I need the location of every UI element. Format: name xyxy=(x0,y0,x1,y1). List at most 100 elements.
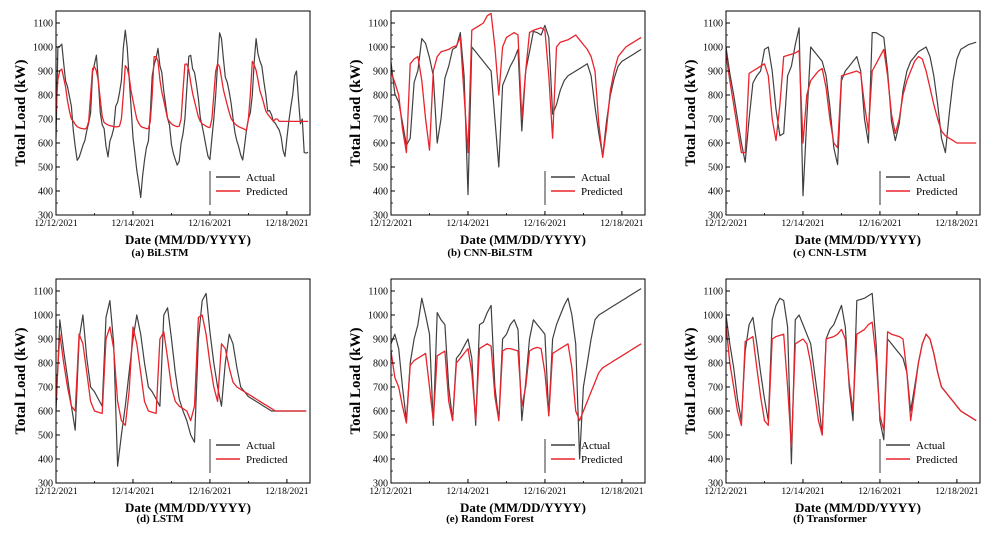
y-tick-label: 1100 xyxy=(33,287,53,298)
y-tick-label: 600 xyxy=(708,139,723,150)
y-tick-label: 400 xyxy=(373,455,388,466)
legend: Actual Predicted xyxy=(544,171,623,205)
y-tick-label: 900 xyxy=(38,335,53,346)
predicted-series-line xyxy=(56,55,309,131)
x-tick-label: 12/18/2021 xyxy=(600,219,644,229)
y-tick-label: 600 xyxy=(373,407,388,418)
y-tick-label: 700 xyxy=(708,383,723,394)
chart-panel-0: 300 400 500 600 700 800 900 1000 1100 12/12/2021 1… xyxy=(13,10,311,259)
x-tick-label: 12/12/2021 xyxy=(704,219,748,229)
x-tick-label: 12/18/2021 xyxy=(935,219,979,229)
y-tick-label: 400 xyxy=(708,455,723,466)
y-tick-label: 600 xyxy=(708,407,723,418)
x-tick-label: 12/14/2021 xyxy=(446,487,490,497)
x-tick-label: 12/18/2021 xyxy=(265,219,309,229)
x-tick-label: 12/12/2021 xyxy=(369,487,413,497)
x-tick-label: 12/18/2021 xyxy=(265,487,309,497)
panel-caption: (e) Random Forest xyxy=(446,513,534,525)
legend: Actual Predicted xyxy=(209,439,288,473)
y-tick-label: 600 xyxy=(373,139,388,150)
y-tick-label: 800 xyxy=(708,91,723,102)
plot-frame xyxy=(55,10,311,216)
y-axis-label: Total Load (kW) xyxy=(13,328,29,435)
x-tick-label: 12/16/2021 xyxy=(188,219,232,229)
plot-frame xyxy=(390,278,646,484)
predicted-series-line xyxy=(391,343,642,424)
y-tick-label: 400 xyxy=(373,187,388,198)
actual-series-line xyxy=(56,292,307,467)
y-tick-label: 700 xyxy=(373,383,388,394)
panel-caption: (d) LSTM xyxy=(136,513,184,525)
y-axis-label: Total Load (kW) xyxy=(683,60,699,167)
x-axis-label: Date (MM/DD/YYYY) xyxy=(460,232,586,247)
y-tick-label: 600 xyxy=(38,407,53,418)
y-tick-label: 700 xyxy=(708,115,723,126)
actual-series-line xyxy=(726,27,977,197)
y-tick-label: 900 xyxy=(708,335,723,346)
x-tick-label: 12/12/2021 xyxy=(34,487,78,497)
x-tick-label: 12/16/2021 xyxy=(188,487,232,497)
predicted-series-line xyxy=(56,314,307,427)
x-tick-label: 12/14/2021 xyxy=(111,487,155,497)
panel-caption: (a) BiLSTM xyxy=(131,247,189,259)
y-tick-label: 1000 xyxy=(368,311,388,322)
legend-label-actual: Actual xyxy=(581,440,610,452)
y-tick-label: 300 xyxy=(38,479,53,490)
predicted-series-line xyxy=(726,48,977,154)
chart-panel-3: 300 400 500 600 700 800 900 1000 1100 12/12/2021 1… xyxy=(13,278,311,525)
legend-label-predicted: Predicted xyxy=(581,454,623,466)
legend-label-predicted: Predicted xyxy=(581,186,623,198)
legend: Actual Predicted xyxy=(879,439,958,473)
y-tick-label: 900 xyxy=(373,67,388,78)
legend-label-predicted: Predicted xyxy=(916,454,958,466)
x-axis-label: Date (MM/DD/YYYY) xyxy=(795,232,921,247)
chart-panel-5: 300 400 500 600 700 800 900 1000 1100 12/12/2021 1… xyxy=(683,278,981,525)
y-tick-label: 300 xyxy=(708,479,723,490)
y-tick-label: 500 xyxy=(708,163,723,174)
x-axis-label: Date (MM/DD/YYYY) xyxy=(125,232,251,247)
x-tick-label: 12/12/2021 xyxy=(369,219,413,229)
y-tick-label: 300 xyxy=(38,211,53,222)
x-tick-label: 12/12/2021 xyxy=(34,219,78,229)
x-tick-label: 12/16/2021 xyxy=(858,487,902,497)
legend-label-actual: Actual xyxy=(916,172,945,184)
legend-label-predicted: Predicted xyxy=(246,454,288,466)
y-tick-label: 1100 xyxy=(368,19,388,30)
plot-frame xyxy=(390,10,646,216)
predicted-series-line xyxy=(391,12,642,159)
chart-panel-1: 300 400 500 600 700 800 900 1000 1100 12/12/2021 1… xyxy=(348,10,646,259)
y-tick-label: 600 xyxy=(38,139,53,150)
plot-frame xyxy=(725,278,981,484)
y-axis-label: Total Load (kW) xyxy=(348,328,364,435)
x-tick-label: 12/16/2021 xyxy=(523,219,567,229)
y-tick-label: 900 xyxy=(373,335,388,346)
y-tick-label: 1100 xyxy=(368,287,388,298)
y-tick-label: 800 xyxy=(38,359,53,370)
panel-caption: (c) CNN-LSTM xyxy=(793,247,867,259)
x-tick-label: 12/16/2021 xyxy=(523,487,567,497)
x-tick-label: 12/12/2021 xyxy=(704,487,748,497)
y-tick-label: 500 xyxy=(373,431,388,442)
panel-caption: (f) Transformer xyxy=(793,513,867,525)
x-axis-label: Date (MM/DD/YYYY) xyxy=(795,500,921,515)
y-tick-label: 300 xyxy=(708,211,723,222)
x-tick-label: 12/14/2021 xyxy=(781,487,825,497)
y-tick-label: 700 xyxy=(38,383,53,394)
legend-label-predicted: Predicted xyxy=(916,186,958,198)
y-tick-label: 400 xyxy=(38,455,53,466)
y-tick-label: 500 xyxy=(38,163,53,174)
plot-frame xyxy=(725,10,981,216)
y-tick-label: 800 xyxy=(38,91,53,102)
y-tick-label: 1100 xyxy=(703,287,723,298)
y-tick-label: 1000 xyxy=(33,311,53,322)
y-tick-label: 700 xyxy=(38,115,53,126)
x-tick-label: 12/16/2021 xyxy=(858,219,902,229)
y-tick-label: 400 xyxy=(708,187,723,198)
legend: Actual Predicted xyxy=(209,171,288,205)
x-tick-label: 12/18/2021 xyxy=(600,487,644,497)
y-tick-label: 300 xyxy=(373,211,388,222)
y-tick-label: 700 xyxy=(373,115,388,126)
y-tick-label: 400 xyxy=(38,187,53,198)
y-tick-label: 1100 xyxy=(33,19,53,30)
legend: Actual Predicted xyxy=(544,439,623,473)
